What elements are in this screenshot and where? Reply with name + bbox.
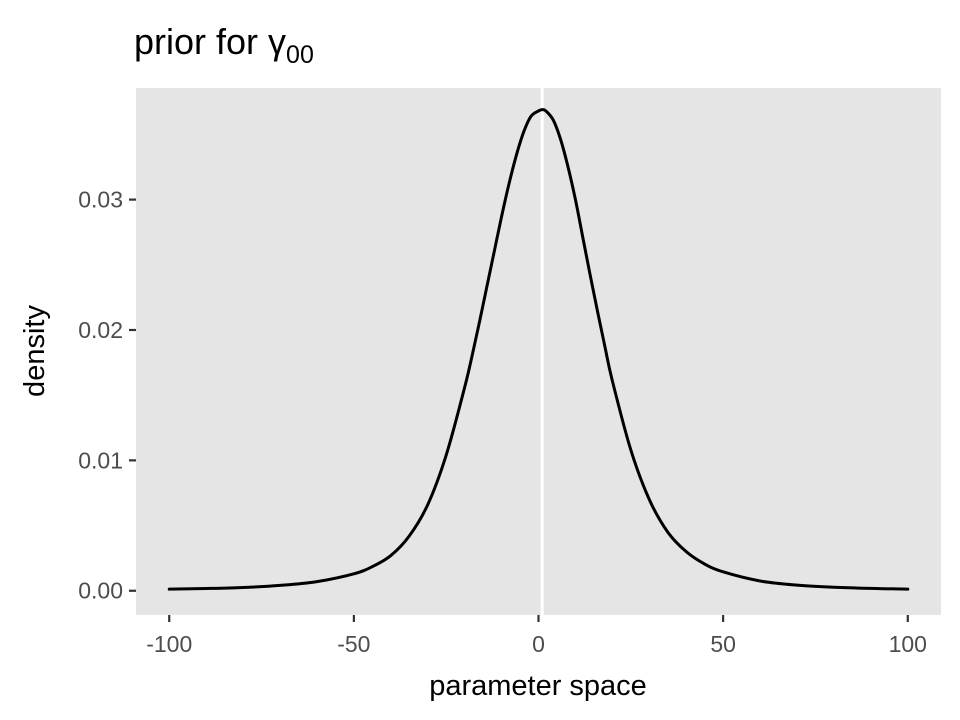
x-tick-label: -100 xyxy=(146,631,192,657)
plot-panel xyxy=(136,88,941,615)
y-axis-title: density xyxy=(19,305,51,397)
density-curve-line xyxy=(167,108,910,591)
y-tick-label: 0.01 xyxy=(78,447,123,473)
title-symbol: γ xyxy=(268,21,286,62)
x-tick-label: 100 xyxy=(889,631,927,657)
title-text: prior for xyxy=(134,21,268,62)
x-axis-title: parameter space xyxy=(429,670,647,702)
y-tick-label: 0.02 xyxy=(78,317,123,343)
title-subscript: 00 xyxy=(286,41,314,69)
x-tick-label: 0 xyxy=(532,631,545,657)
x-tick-label: -50 xyxy=(337,631,370,657)
x-axis: -100 -50 0 50 100 xyxy=(146,615,927,657)
y-tick-label: 0.03 xyxy=(78,187,123,213)
plot-title: prior for γ00 xyxy=(134,21,314,69)
x-tick-label: 50 xyxy=(710,631,736,657)
y-tick-label: 0.00 xyxy=(78,578,123,604)
y-axis: 0.00 0.01 0.02 0.03 xyxy=(78,187,136,604)
